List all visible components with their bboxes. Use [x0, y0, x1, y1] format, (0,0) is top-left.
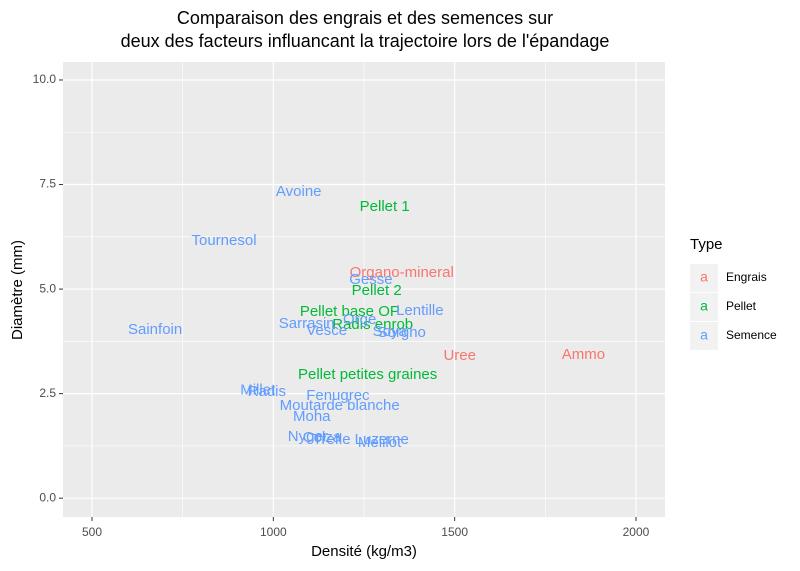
- point-label: Sorgho: [378, 324, 426, 341]
- legend-key: [690, 264, 718, 292]
- legend-glyph: a: [700, 269, 708, 285]
- point-label: Vesce: [306, 322, 347, 339]
- x-tick-label: 1500: [441, 525, 468, 539]
- point-label: Uree: [443, 347, 476, 364]
- y-tick-label: 5.0: [39, 281, 56, 295]
- point-label: Organo-mineral: [350, 264, 454, 281]
- point-label: Sainfoin: [128, 321, 182, 338]
- point-label: Moha: [293, 408, 331, 425]
- chart-title: deux des facteurs influancant la traject…: [121, 31, 610, 51]
- point-label: Lentille: [396, 302, 444, 319]
- point-label: Moutarde blanche: [280, 397, 400, 414]
- x-tick-label: 2000: [623, 525, 650, 539]
- legend-title: Type: [690, 236, 723, 253]
- y-tick-label: 7.5: [39, 177, 56, 191]
- legend-glyph: a: [700, 327, 708, 343]
- point-label: Radis: [248, 383, 286, 400]
- y-tick-label: 10.0: [33, 72, 57, 86]
- legend-label: Engrais: [726, 270, 767, 284]
- point-label: Ammo: [562, 346, 605, 363]
- legend-label: Pellet: [726, 299, 757, 313]
- point-label: Gesse: [349, 271, 392, 288]
- point-label: Millet: [240, 381, 276, 398]
- x-tick-label: 1000: [260, 525, 287, 539]
- chart-title: Comparaison des engrais et des semences …: [177, 8, 553, 28]
- point-label: Nyger: [288, 428, 328, 445]
- point-label: Soya: [373, 323, 408, 340]
- y-axis-label: Diamètre (mm): [9, 240, 26, 340]
- legend-key: [690, 293, 718, 321]
- point-label: Melilot: [358, 434, 402, 451]
- point-label: Pellet 1: [360, 198, 410, 215]
- x-tick-label: 500: [82, 525, 102, 539]
- point-label: Trefle: [313, 431, 351, 448]
- point-label: Radis enrob: [332, 316, 413, 333]
- point-label: Orge: [343, 311, 376, 328]
- y-tick-label: 0.0: [39, 490, 56, 504]
- legend-glyph: a: [700, 298, 708, 314]
- point-label: Luzerne: [355, 431, 409, 448]
- point-label: Avoine: [276, 183, 322, 200]
- legend-key: [690, 322, 718, 350]
- x-axis-label: Densité (kg/m3): [311, 543, 417, 560]
- point-label: Tournesol: [191, 232, 256, 249]
- point-label: Fenugrec: [306, 387, 370, 404]
- point-label: Colza: [303, 429, 342, 446]
- legend-label: Semence: [726, 328, 777, 342]
- point-label: Pellet base OP: [300, 303, 400, 320]
- y-tick-label: 2.5: [39, 386, 56, 400]
- point-label: Pellet petites graines: [298, 366, 437, 383]
- point-label: Sarrasin: [279, 315, 335, 332]
- point-label: Pellet 2: [352, 282, 402, 299]
